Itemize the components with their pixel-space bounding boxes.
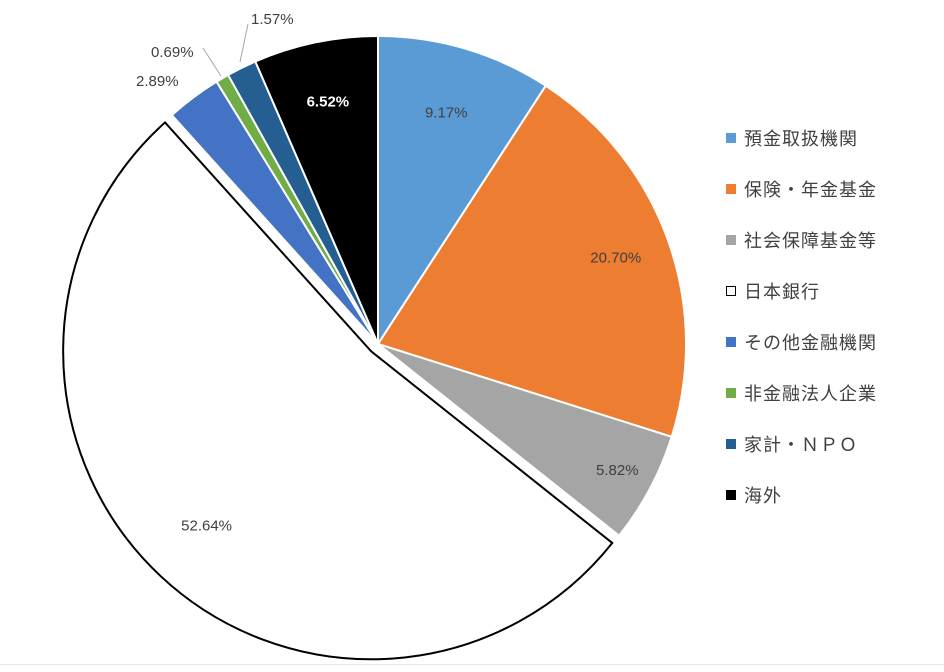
- legend-item-海外: 海外: [726, 469, 941, 520]
- legend-label: 家計・ＮＰＯ: [744, 434, 858, 456]
- legend-item-日本銀行: 日本銀行: [726, 265, 941, 316]
- data-label: 5.82%: [596, 462, 639, 479]
- data-label: 1.57%: [251, 11, 294, 28]
- leader-lines-layer: [202, 23, 249, 77]
- legend-item-預金取扱機関: 預金取扱機関: [726, 112, 941, 163]
- legend-swatch: [726, 285, 736, 296]
- data-labels-layer: 9.17% 20.70% 5.82% 52.64% 2.89% 0.69% 1.57% 6.5…: [136, 11, 641, 534]
- legend-swatch: [726, 387, 736, 398]
- legend-swatch: [726, 489, 736, 500]
- legend-item-非金融法人企業: 非金融法人企業: [726, 367, 941, 418]
- leader-line: [239, 23, 249, 63]
- legend-label: 海外: [744, 485, 782, 507]
- pie-slice-預金取扱機関: [377, 34, 548, 348]
- legend-item-家計・ＮＰＯ: 家計・ＮＰＯ: [726, 418, 941, 469]
- legend-swatch: [726, 183, 736, 194]
- legend-label: その他金融機関: [744, 332, 877, 354]
- pie-slice-日本銀行: [62, 121, 614, 661]
- legend-label: 非金融法人企業: [744, 383, 877, 405]
- data-label: 20.70%: [590, 250, 641, 267]
- legend-swatch: [726, 438, 736, 449]
- pie-slice-社会保障基金等: [377, 343, 673, 538]
- legend-swatch: [726, 132, 736, 143]
- data-label: 0.69%: [151, 44, 194, 61]
- legend-label: 日本銀行: [744, 281, 820, 303]
- legend-label: 預金取扱機関: [744, 128, 858, 150]
- legend-label: 保険・年金基金: [744, 179, 877, 201]
- legend-item-社会保障基金等: 社会保障基金等: [726, 214, 941, 265]
- legend-item-その他金融機関: その他金融機関: [726, 316, 941, 367]
- data-label: 52.64%: [181, 517, 232, 534]
- data-label: 2.89%: [136, 73, 179, 90]
- legend-swatch: [726, 234, 736, 245]
- data-label: 6.52%: [307, 94, 350, 111]
- slices-layer: [62, 34, 687, 661]
- leader-line: [202, 47, 222, 77]
- legend-swatch: [726, 336, 736, 347]
- data-label: 9.17%: [425, 105, 468, 122]
- legend-label: 社会保障基金等: [744, 230, 877, 252]
- legend-item-保険・年金基金: 保険・年金基金: [726, 163, 941, 214]
- sheet-gridline: [0, 664, 944, 672]
- legend: 預金取扱機関 保険・年金基金 社会保障基金等 日本銀行 その他金融機関 非金融法…: [726, 112, 941, 520]
- pie-slice-海外: [254, 34, 379, 345]
- pie-slice-保険・年金基金: [376, 84, 687, 439]
